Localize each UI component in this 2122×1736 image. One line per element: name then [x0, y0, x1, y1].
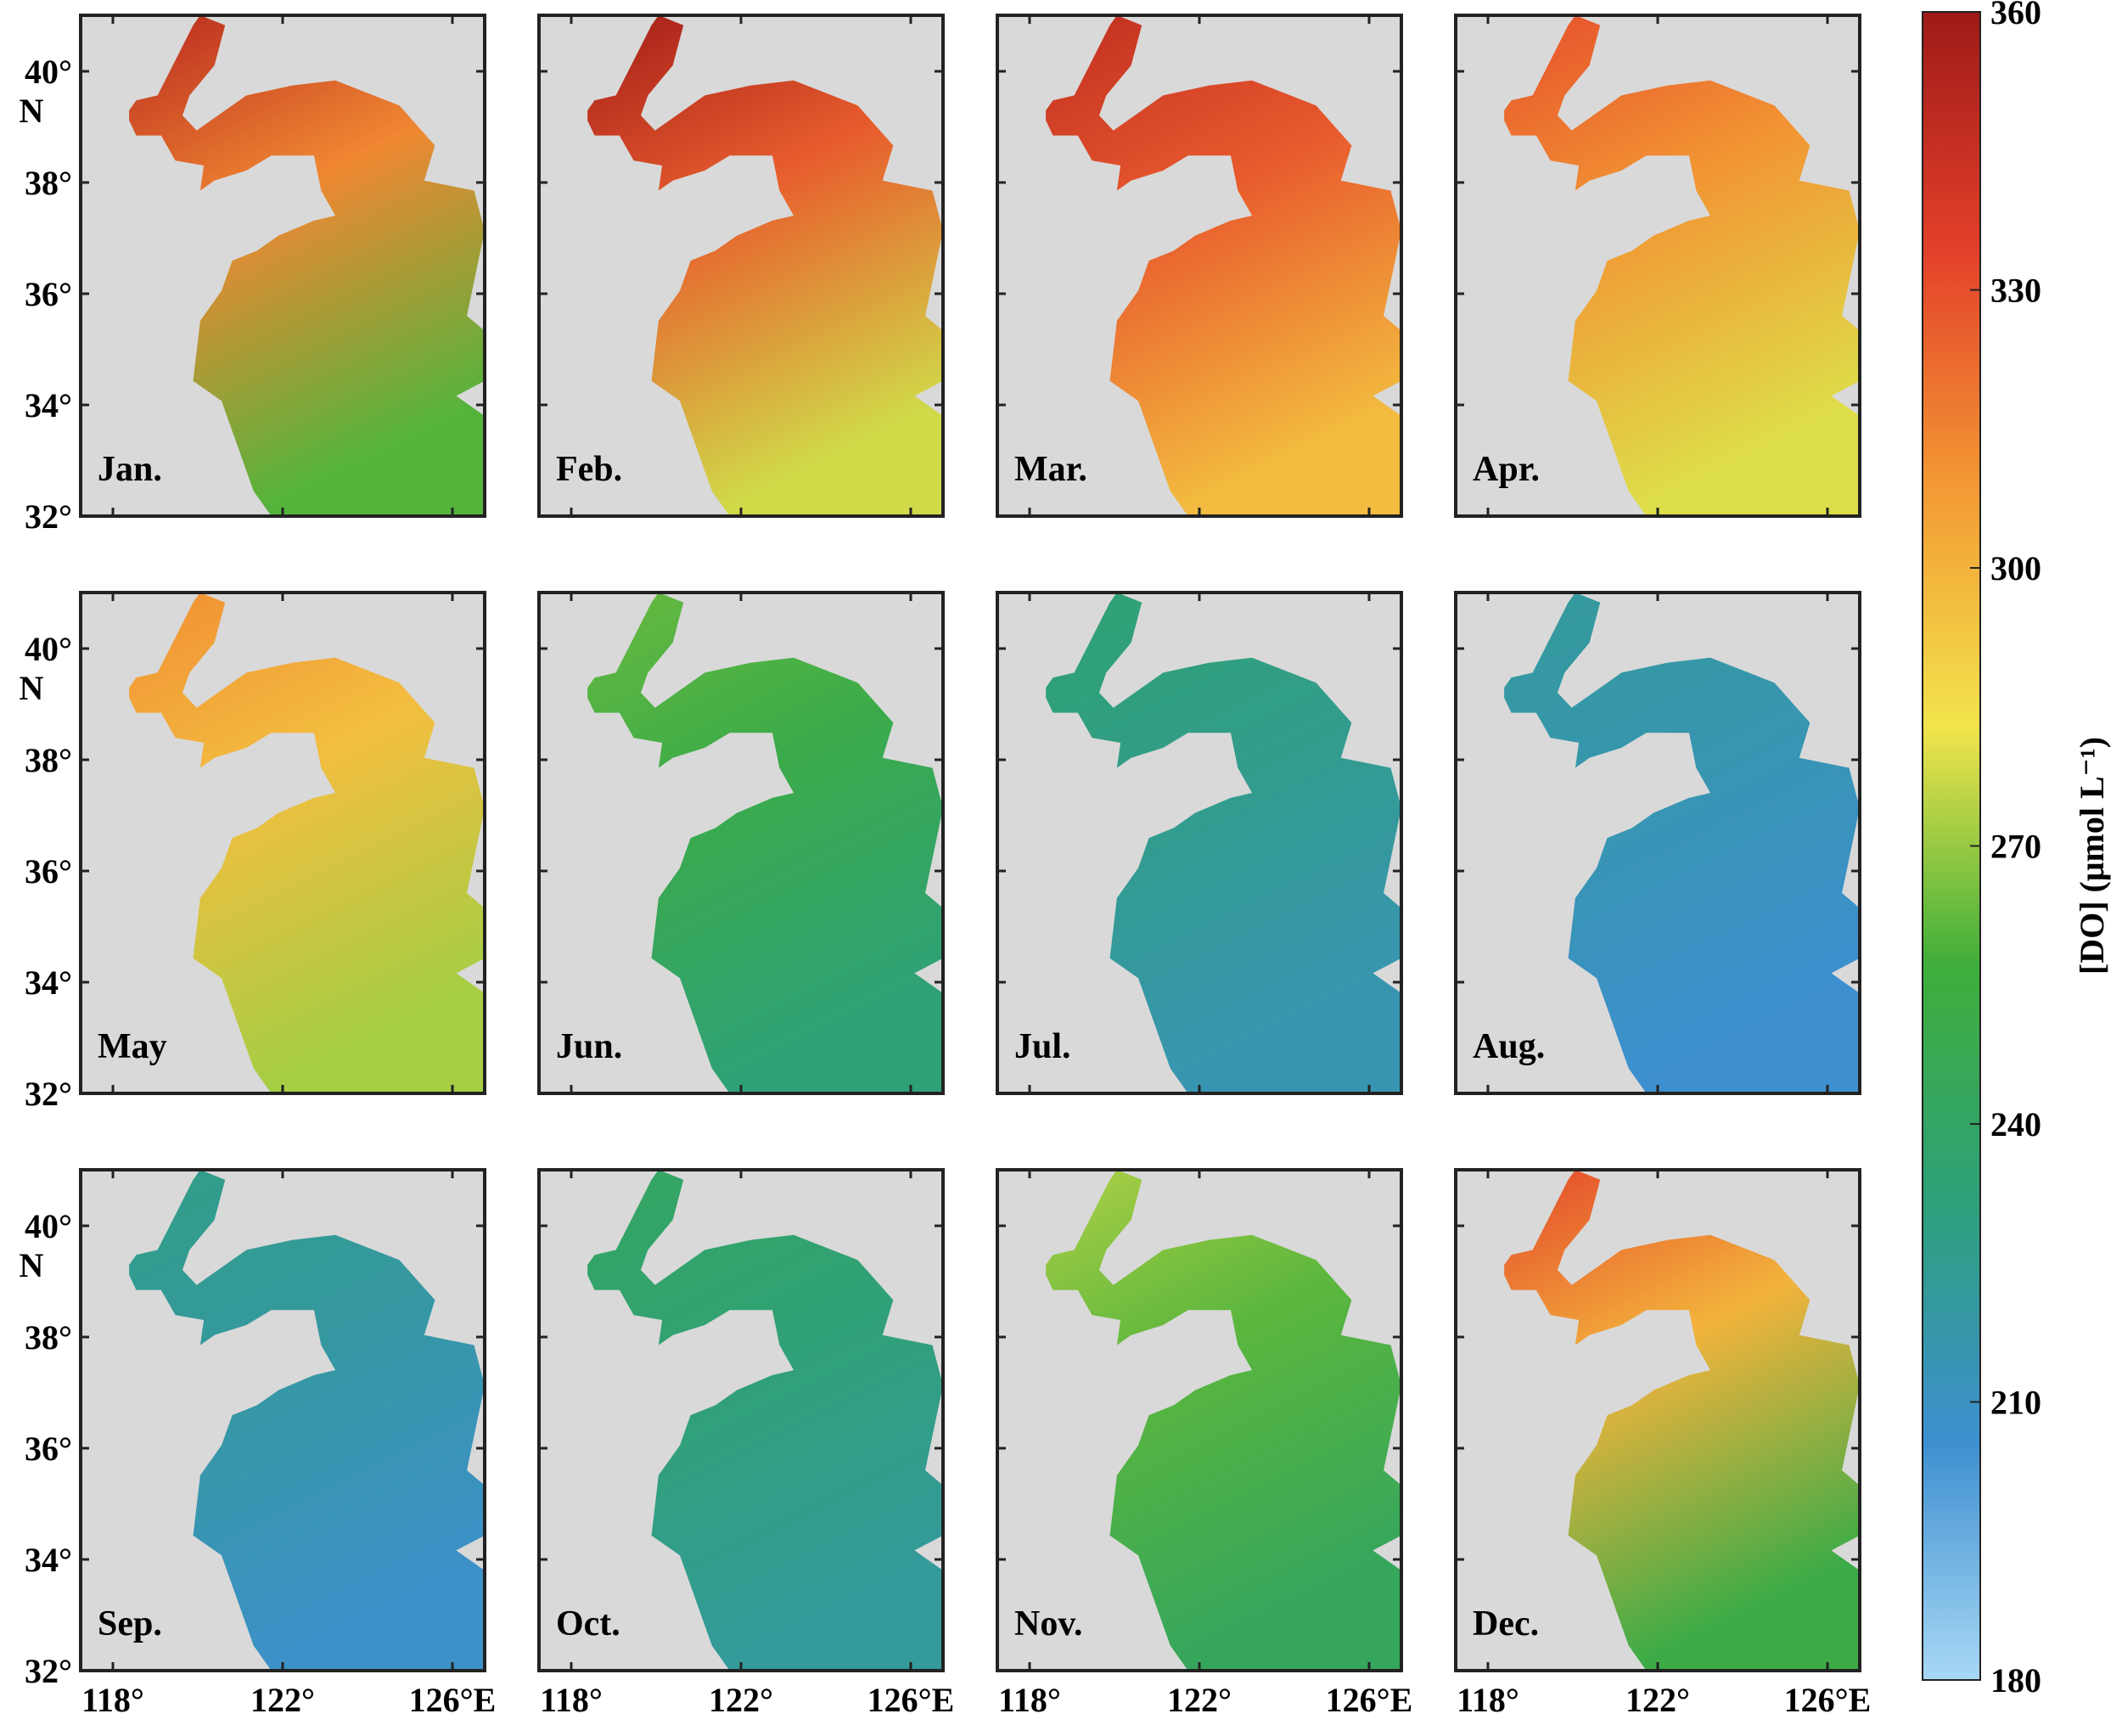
panel-grid: 40°N38°36°34°32°Jan. Feb. Mar. Apr.40°N38°3… — [20, 14, 1872, 1719]
month-label: Oct. — [556, 1604, 620, 1643]
month-panel: Feb. — [537, 14, 945, 518]
colorbar-tick-label: 240 — [1990, 1105, 2041, 1143]
lat-unit-label: N — [20, 92, 44, 130]
lon-tick-label: 122° — [1625, 1681, 1690, 1719]
lon-tick-label: 126°E — [409, 1681, 497, 1719]
lon-tick-label: 118° — [81, 1681, 144, 1719]
lon-tick-label: 126°E — [1784, 1681, 1872, 1719]
colorbar-title: [DO] (μmol L⁻¹) — [2073, 737, 2111, 975]
lon-tick-label: 118° — [998, 1681, 1061, 1719]
month-label: Dec. — [1473, 1604, 1539, 1643]
lat-tick-label: 32° — [25, 1652, 72, 1690]
month-panel: 118° 122° 126°E Nov. — [996, 1168, 1413, 1719]
lon-tick-label: 122° — [709, 1681, 773, 1719]
lat-tick-label: 38° — [25, 741, 72, 779]
lat-unit-label: N — [20, 669, 44, 707]
lat-tick-label: 40° — [25, 53, 72, 91]
lat-tick-label: 36° — [25, 275, 72, 313]
month-label: Jun. — [556, 1027, 622, 1066]
lat-tick-label: 36° — [25, 1430, 72, 1468]
month-panel: Aug. — [1454, 591, 1861, 1095]
colorbar-tick-label: 270 — [1990, 828, 2041, 866]
lat-tick-label: 34° — [25, 1541, 72, 1579]
month-label: Jan. — [98, 450, 162, 489]
month-label: Jul. — [1014, 1027, 1071, 1066]
lat-tick-label: 36° — [25, 852, 72, 890]
colorbar-tick-label: 180 — [1990, 1661, 2041, 1699]
lon-tick-label: 118° — [540, 1681, 603, 1719]
month-panel: 118° 122° 126°E Oct. — [537, 1168, 955, 1719]
month-label: Sep. — [98, 1604, 162, 1643]
month-panel: Apr. — [1454, 14, 1861, 518]
lat-tick-label: 38° — [25, 164, 72, 202]
month-panel: Jul. — [996, 591, 1403, 1095]
lat-tick-label: 34° — [25, 386, 72, 424]
lat-tick-label: 32° — [25, 497, 72, 536]
month-label: May — [98, 1027, 167, 1066]
lon-tick-label: 122° — [1167, 1681, 1232, 1719]
lat-unit-label: N — [20, 1246, 44, 1284]
lat-tick-label: 40° — [25, 630, 72, 668]
month-label: Aug. — [1473, 1027, 1545, 1066]
month-label: Mar. — [1014, 450, 1087, 489]
month-panel: 118° 122° 126°E Dec. — [1454, 1168, 1872, 1719]
colorbar-ticks: 360 330 300 270 240 210 180 — [1970, 0, 2041, 1699]
colorbar-tick-label: 210 — [1990, 1384, 2041, 1422]
lon-tick-label: 126°E — [867, 1681, 955, 1719]
month-label: Feb. — [556, 450, 622, 489]
month-panel: Mar. — [996, 14, 1403, 518]
colorbar-tick-label: 330 — [1990, 272, 2041, 310]
colorbar: 360 330 300 270 240 210 180 [DO] (μmol L⁻¹) — [1922, 0, 2111, 1699]
lat-tick-label: 40° — [25, 1207, 72, 1245]
lon-tick-label: 118° — [1457, 1681, 1519, 1719]
lat-tick-label: 32° — [25, 1075, 72, 1113]
lat-tick-label: 38° — [25, 1318, 72, 1357]
lat-tick-label: 34° — [25, 964, 72, 1002]
lon-tick-label: 126°E — [1326, 1681, 1413, 1719]
colorbar-tick-label: 300 — [1990, 549, 2041, 587]
month-panel: 40°N 38° 36° 34° 32° Jan. — [20, 14, 486, 536]
month-panel: Jun. — [537, 591, 945, 1095]
month-panel: 40°N 38° 36° 34° 32°118° 122° 126°E Sep. — [20, 1168, 497, 1719]
month-label: Apr. — [1473, 450, 1540, 489]
month-label: Nov. — [1014, 1604, 1083, 1643]
lon-tick-label: 122° — [250, 1681, 315, 1719]
colorbar-tick-label: 360 — [1990, 0, 2041, 31]
month-panel: 40°N 38° 36° 34° 32° May — [20, 591, 486, 1113]
